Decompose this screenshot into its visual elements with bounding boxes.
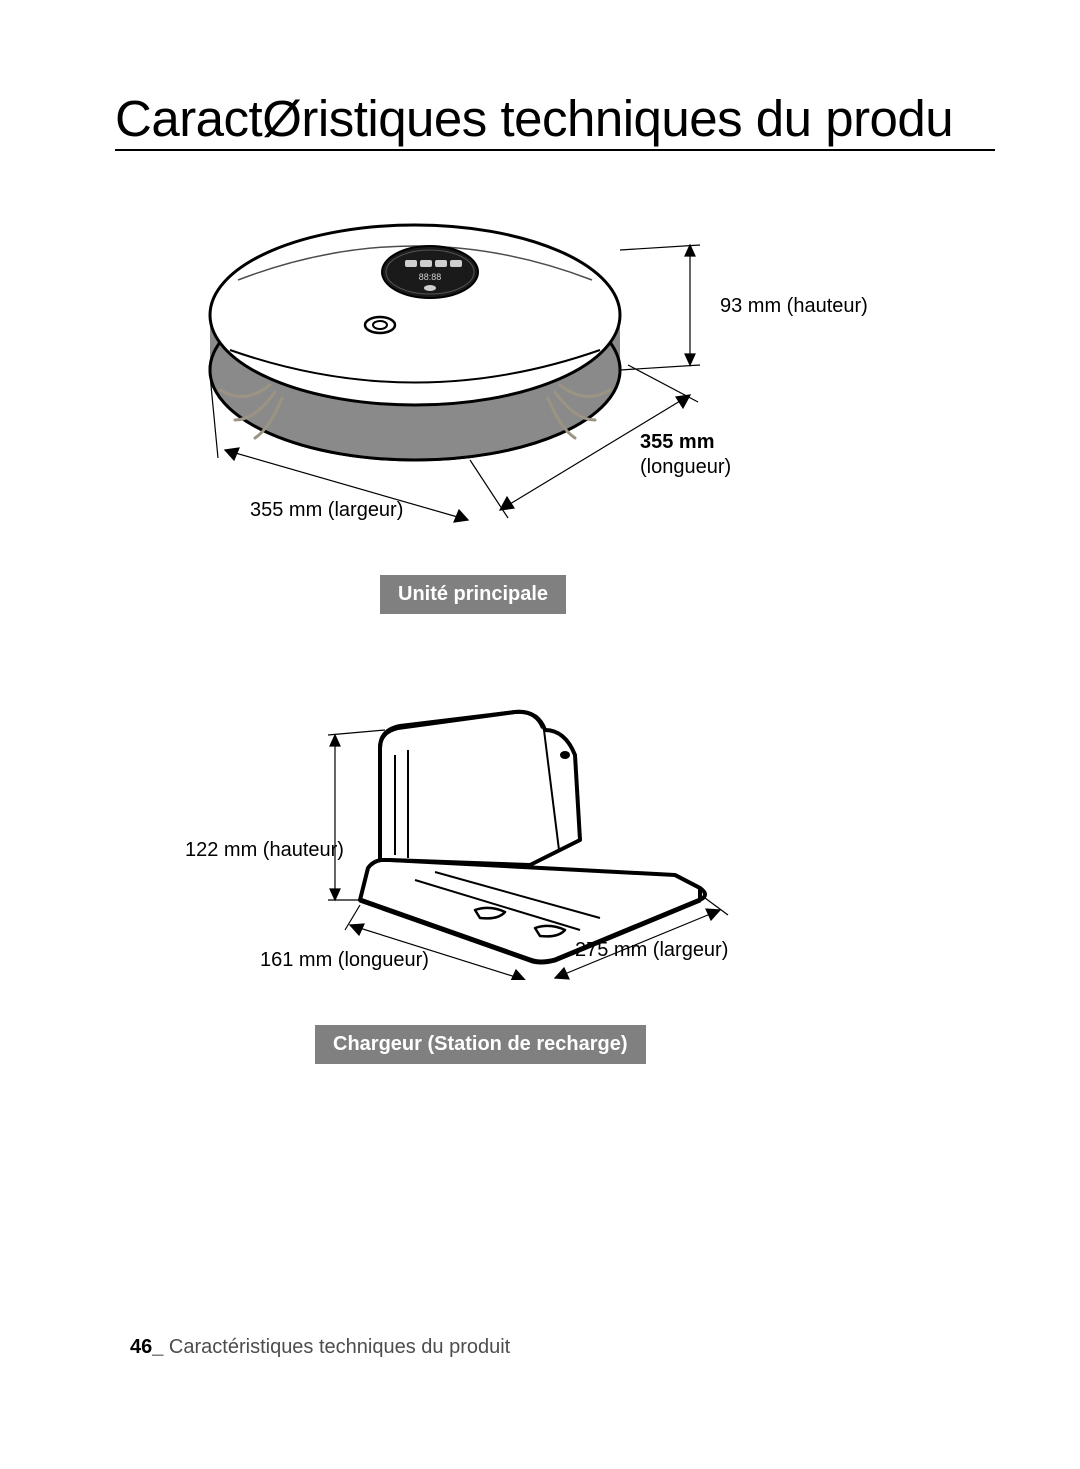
page-title: CaractØristiques techniques du produ: [115, 90, 995, 151]
figure-main-unit: 88:88: [190, 220, 830, 540]
svg-text:88:88: 88:88: [419, 272, 442, 282]
main-unit-width-label: 355 mm (largeur): [250, 498, 403, 523]
main-unit-length-label: 355 mm (longueur): [640, 430, 731, 480]
charger-caption: Chargeur (Station de recharge): [315, 1025, 646, 1064]
page: CaractØristiques techniques du produ 88: [0, 0, 1080, 1469]
main-unit-diagram-icon: 88:88: [190, 220, 830, 540]
main-unit-caption: Unité principale: [380, 575, 566, 614]
charger-length-label: 161 mm (longueur): [260, 948, 429, 973]
charger-width-label: 275 mm (largeur): [575, 938, 728, 963]
page-footer: 46_ Caractéristiques techniques du produ…: [130, 1336, 510, 1359]
main-unit-height-label: 93 mm (hauteur): [720, 294, 868, 319]
page-number: 46_: [130, 1336, 163, 1358]
footer-text: Caractéristiques techniques du produit: [163, 1336, 510, 1358]
charger-height-label: 122 mm (hauteur): [185, 838, 344, 863]
